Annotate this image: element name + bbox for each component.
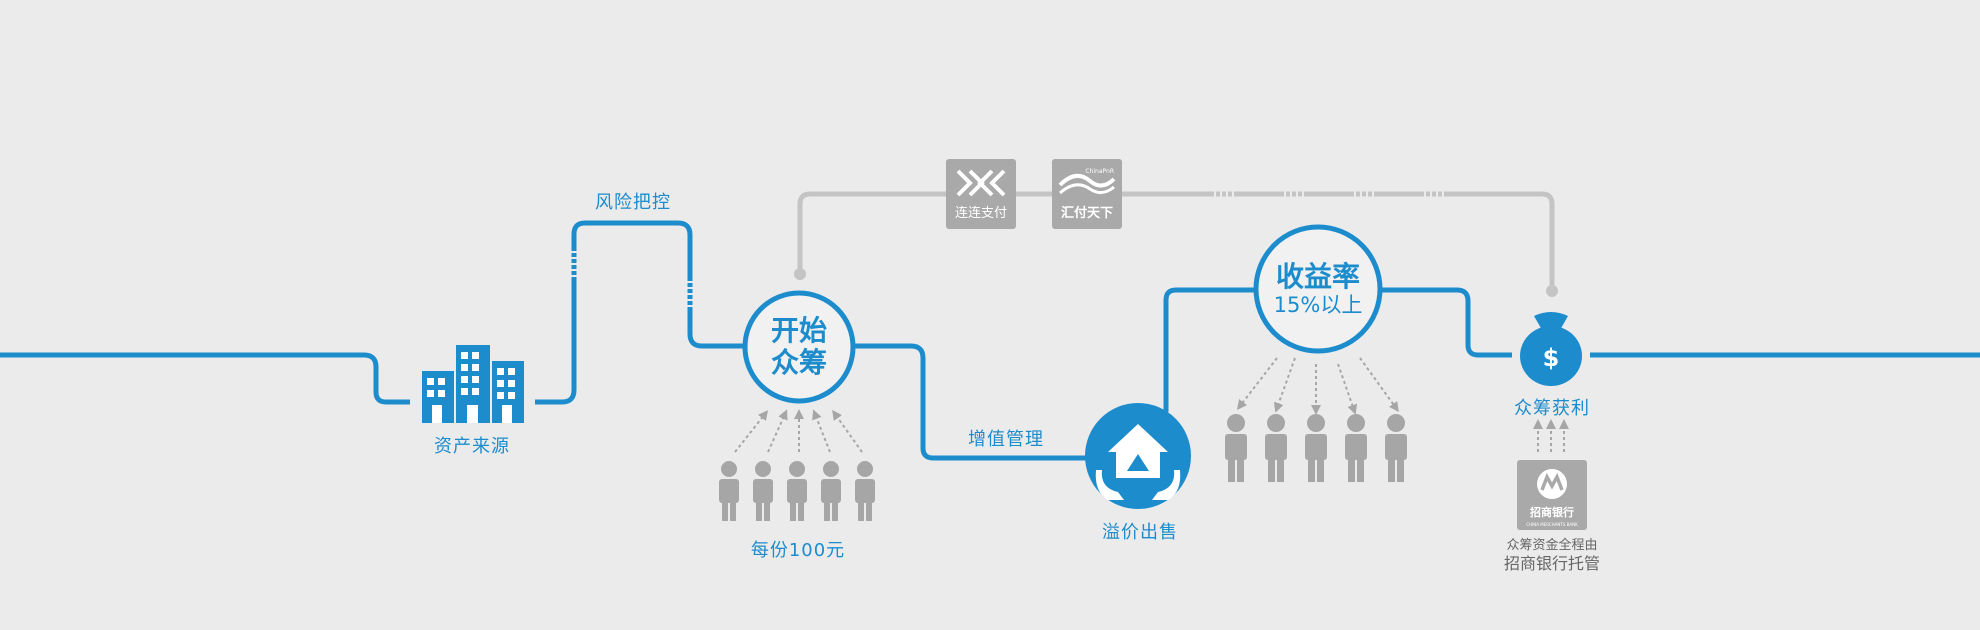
premium-sale-label: 溢价出售 <box>1102 522 1178 543</box>
lianlian-logo-icon <box>956 169 1006 197</box>
chinapnr-brand-text: ChinaPnR <box>1085 168 1114 175</box>
risk-line-dashes <box>568 251 696 307</box>
investor-person-icon <box>821 461 841 521</box>
money-bag-icon: $ <box>1520 312 1582 386</box>
chinapnr-logo: ChinaPnR 汇付天下 <box>1052 159 1122 229</box>
start-circle-line1: 开始 <box>770 313 828 347</box>
house-in-hands-icon <box>1085 403 1191 509</box>
investor-arrows-down <box>1236 357 1399 415</box>
investor-group-start <box>719 461 875 521</box>
bank-note-line2: 招商银行托管 <box>1503 554 1601 574</box>
start-crowdfunding-circle <box>742 290 856 404</box>
investor-person-icon <box>855 461 875 521</box>
investor-group-return <box>1225 414 1407 482</box>
payment-path-dashes <box>1214 188 1444 200</box>
investor-person-icon <box>1385 414 1407 482</box>
return-circle-line2: 15%以上 <box>1273 293 1363 318</box>
return-circle-text: 收益率 15%以上 <box>1273 259 1363 318</box>
investor-arrows-up <box>734 409 863 453</box>
cmb-logo-icon <box>1537 469 1567 499</box>
value-management-label: 增值管理 <box>968 429 1044 450</box>
cmb-caption: 招商银行 <box>1530 506 1574 519</box>
asset-source-label: 资产来源 <box>434 436 510 457</box>
bank-note-line1: 众筹资金全程由 <box>1506 538 1598 553</box>
return-circle-line1: 收益率 <box>1275 259 1360 293</box>
money-bag-symbol: $ <box>1543 344 1560 372</box>
start-circle-text: 开始 众筹 <box>770 313 828 379</box>
cmb-logo: 招商银行 CHINA MERCHANTS BANK <box>1517 460 1587 530</box>
investor-person-icon <box>787 461 807 521</box>
lianlian-caption: 连连支付 <box>954 206 1007 221</box>
cmb-subtitle: CHINA MERCHANTS BANK <box>1526 522 1578 527</box>
buildings-icon <box>422 345 524 423</box>
payment-path-start-dot <box>794 268 806 280</box>
investor-person-icon <box>1225 414 1247 482</box>
per-share-label: 每份100元 <box>750 540 846 561</box>
payment-path-end-dot <box>1546 285 1558 297</box>
bank-arrows-up <box>1533 419 1569 452</box>
investor-person-icon <box>1305 414 1327 482</box>
chinapnr-caption: 汇付天下 <box>1060 206 1113 221</box>
return-rate-circle <box>1253 224 1383 354</box>
investor-person-icon <box>1265 414 1287 482</box>
investor-person-icon <box>719 461 739 521</box>
bank-custody-note: 众筹资金全程由 招商银行托管 <box>1504 538 1600 574</box>
main-flow-line <box>0 220 1980 461</box>
lianlian-logo: 连连支付 <box>946 159 1016 229</box>
risk-control-label: 风险把控 <box>595 192 671 213</box>
investor-person-icon <box>753 461 773 521</box>
payment-path-line <box>797 191 1555 290</box>
chinapnr-logo-icon: ChinaPnR <box>1058 168 1116 195</box>
investor-person-icon <box>1345 414 1367 482</box>
crowdfunding-profit-label: 众筹获利 <box>1514 398 1590 419</box>
start-circle-line2: 众筹 <box>770 346 828 379</box>
